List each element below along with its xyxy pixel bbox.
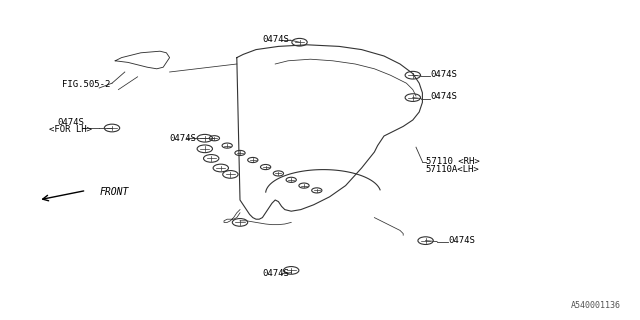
Text: 0474S: 0474S	[57, 118, 84, 127]
Text: 0474S: 0474S	[430, 70, 457, 79]
Text: FIG.505-2: FIG.505-2	[62, 80, 111, 89]
Text: <FOR LH>: <FOR LH>	[49, 125, 92, 134]
Text: 0474S: 0474S	[262, 35, 289, 44]
Text: 57110A<LH>: 57110A<LH>	[426, 165, 479, 174]
Text: 0474S: 0474S	[448, 236, 475, 245]
Text: 0474S: 0474S	[262, 269, 289, 278]
Text: FRONT: FRONT	[99, 187, 129, 197]
Text: 0474S: 0474S	[170, 134, 196, 143]
Text: A540001136: A540001136	[571, 301, 621, 310]
Text: 57110 <RH>: 57110 <RH>	[426, 157, 479, 166]
Text: 0474S: 0474S	[430, 92, 457, 101]
